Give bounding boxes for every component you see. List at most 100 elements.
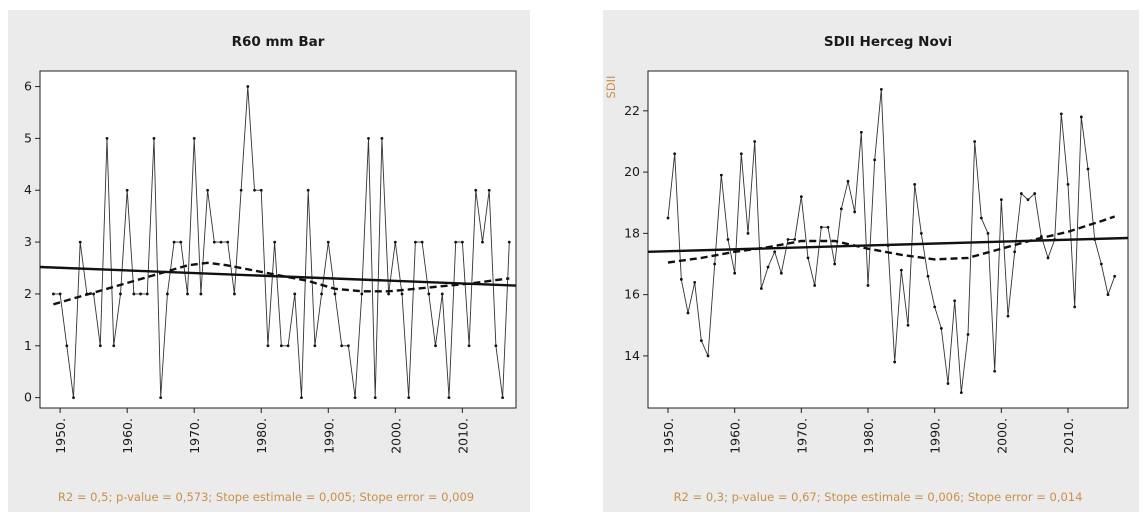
plot-area xyxy=(39,70,517,409)
data-point xyxy=(833,262,837,266)
data-point xyxy=(393,240,397,244)
data-point xyxy=(507,240,511,244)
data-point xyxy=(474,188,478,192)
data-point xyxy=(105,137,109,140)
data-point xyxy=(125,188,129,192)
data-point xyxy=(899,268,903,272)
y-tick-label: 1 xyxy=(24,338,32,353)
y-tick-label: 4 xyxy=(24,182,32,197)
data-point xyxy=(58,292,62,296)
data-point xyxy=(1079,115,1083,119)
data-point xyxy=(926,274,930,278)
data-point xyxy=(407,396,411,400)
data-point xyxy=(226,240,230,244)
data-point xyxy=(279,344,283,348)
data-point xyxy=(806,256,810,260)
y-axis-label: SDII xyxy=(604,76,618,99)
data-point xyxy=(293,292,297,296)
data-point xyxy=(873,158,877,162)
x-tick-label: 1960. xyxy=(120,418,135,454)
data-point xyxy=(759,287,763,290)
data-point xyxy=(313,344,317,348)
data-point xyxy=(933,305,937,309)
data-point xyxy=(993,369,997,373)
data-point xyxy=(72,396,75,400)
y-tick-label: 16 xyxy=(624,287,640,302)
data-point xyxy=(986,231,990,235)
x-tick-label: 2000. xyxy=(994,418,1009,454)
data-point xyxy=(253,188,256,192)
data-point xyxy=(1006,314,1010,318)
data-point xyxy=(65,344,69,348)
data-point xyxy=(866,284,870,287)
x-tick-label: 1980. xyxy=(861,418,876,454)
data-point xyxy=(1019,192,1023,195)
data-point xyxy=(739,152,743,156)
data-point xyxy=(286,344,290,348)
y-tick-label: 18 xyxy=(624,225,640,240)
data-point xyxy=(819,225,823,229)
series-line-trend xyxy=(39,265,517,287)
data-point xyxy=(98,344,102,348)
data-point xyxy=(846,179,850,183)
data-point xyxy=(233,292,236,296)
data-point xyxy=(78,240,82,244)
data-point xyxy=(906,323,910,327)
y-tick-label: 5 xyxy=(24,130,32,145)
data-point xyxy=(793,238,797,241)
data-point xyxy=(1073,305,1077,309)
data-point xyxy=(966,333,970,336)
data-point xyxy=(706,354,710,358)
data-point xyxy=(139,292,142,296)
data-point xyxy=(353,396,357,400)
data-point xyxy=(92,292,96,296)
x-tick-label: 1950. xyxy=(53,418,68,454)
data-point xyxy=(447,396,451,400)
data-point xyxy=(893,360,897,364)
data-point xyxy=(145,292,149,296)
data-point xyxy=(165,292,169,296)
data-point xyxy=(212,240,216,244)
data-point xyxy=(1013,250,1017,254)
data-point xyxy=(467,344,471,348)
x-tick-label: 2000. xyxy=(388,418,403,454)
series-line-smoothed xyxy=(53,261,510,306)
data-point xyxy=(186,292,189,296)
chart-sdii-svg: SDII Herceg Novi SDII 14 16 18 20 22 1950. 1960.… xyxy=(604,34,1129,504)
data-point xyxy=(746,231,750,235)
data-point xyxy=(853,210,857,214)
data-point xyxy=(340,344,344,348)
y-tick-label: 22 xyxy=(624,103,640,118)
y-tick-label: 2 xyxy=(24,286,32,301)
data-point xyxy=(326,240,330,244)
data-point xyxy=(454,240,458,244)
data-point xyxy=(460,240,464,244)
y-tick-label: 6 xyxy=(24,79,32,94)
data-point xyxy=(373,396,377,400)
data-point xyxy=(1066,182,1070,186)
data-point xyxy=(192,137,196,140)
data-point xyxy=(239,188,243,192)
data-point xyxy=(427,292,431,296)
data-point xyxy=(786,238,790,241)
data-point xyxy=(52,292,55,296)
data-point xyxy=(387,292,391,296)
x-tick-label: 1980. xyxy=(254,418,269,454)
data-point xyxy=(1113,274,1117,278)
data-point xyxy=(999,198,1003,202)
data-point xyxy=(206,188,210,192)
data-point xyxy=(400,292,404,296)
data-point xyxy=(973,140,977,143)
data-point xyxy=(219,240,223,244)
series-line-smoothed xyxy=(667,215,1116,264)
data-point xyxy=(300,396,303,400)
data-point xyxy=(799,195,803,199)
chart-r60-svg: R60 mm Bar 0 1 2 3 4 5 6 1950. 1960. 1970. 1980. 199… xyxy=(24,34,517,504)
data-point xyxy=(320,292,323,296)
data-point xyxy=(859,130,863,134)
chart-panel-sdii: SDII Herceg Novi SDII 14 16 18 20 22 1950. 1960.… xyxy=(603,10,1139,512)
data-point xyxy=(673,152,677,156)
data-point xyxy=(266,344,270,348)
chart-title: R60 mm Bar xyxy=(232,34,325,50)
data-point xyxy=(979,216,983,220)
